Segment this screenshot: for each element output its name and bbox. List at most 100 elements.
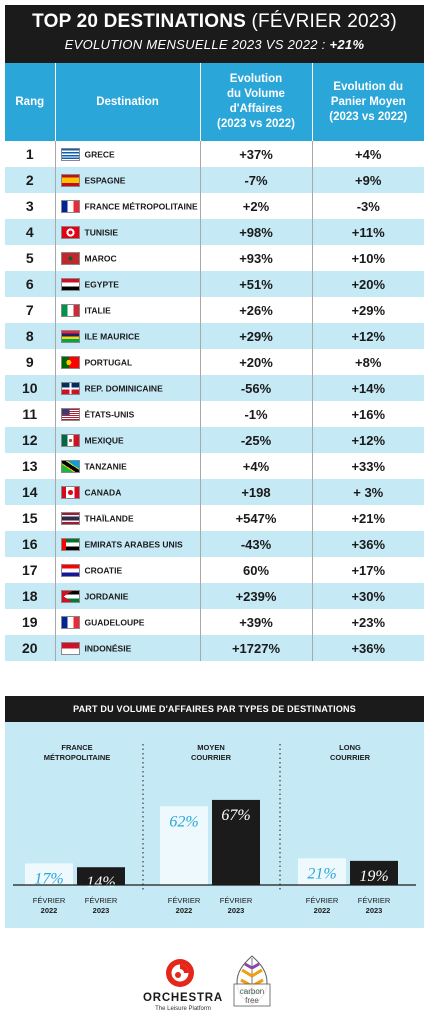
cell-destination: MEXIQUE [55,427,201,453]
table-row: 11 ÉTATS-UNIS -1% +16% [5,401,424,427]
column-header-volume-line: du Volume [227,88,285,100]
cell-volume: -7% [200,167,313,193]
indonesia-flag-icon [60,641,80,655]
cell-panier: -3% [312,193,424,219]
column-header-panier: Evolution du Panier Moyen (2023 vs 2022) [312,63,424,141]
cell-destination: GUADELOUPE [55,609,201,635]
x-axis-label: 2023 [93,906,110,915]
bar-2023 [212,799,260,885]
greece-flag-icon [60,147,80,161]
cell-destination: ILE MAURICE [55,323,201,349]
cell-volume: +2% [200,193,313,219]
cell-panier: +29% [312,297,424,323]
cell-panier: + 3% [312,479,424,505]
page-header: TOP 20 DESTINATIONS (FÉVRIER 2023) EVOLU… [5,5,424,63]
canada-flag-icon [60,485,80,499]
cell-destination: GRECE [55,141,201,167]
group-label: FRANCE [61,743,92,752]
table-row: 8 ILE MAURICE +29% +12% [5,323,424,349]
mauritius-flag-icon [60,329,80,343]
cell-destination: ESPAGNE [55,167,201,193]
croatia-flag-icon [60,563,80,577]
destinations-table: Rang Destination Evolution du Volume d'A… [5,63,424,661]
cell-rank: 9 [5,349,56,375]
cell-volume: +198 [200,479,313,505]
cell-panier: +21% [312,505,424,531]
table-row: 7 ITALIE +26% +29% [5,297,424,323]
x-axis-label: 2022 [41,906,58,915]
dominican-flag-icon [60,381,80,395]
cell-destination: CROATIE [55,557,201,583]
column-header-volume-line: (2023 vs 2022) [216,118,295,130]
destination-label: MEXIQUE [84,435,124,445]
x-axis-label: 2023 [366,906,383,915]
destination-label: ÉTATS-UNIS [84,409,135,419]
guadeloupe-flag-icon [60,615,80,629]
cell-volume: -1% [200,401,313,427]
group-label: LONG [339,743,361,752]
cell-rank: 1 [5,141,56,167]
column-header-rank: Rang [5,63,56,141]
column-header-volume-line: d'Affaires [229,103,283,115]
destination-label: GUADELOUPE [84,617,145,627]
bar-value-label: 62% [169,813,198,830]
cell-rank: 3 [5,193,56,219]
column-header-panier-line: Evolution du [333,80,404,93]
cell-destination: EGYPTE [55,271,201,297]
x-axis-label: FÉVRIER [33,896,66,905]
title-date: (FÉVRIER 2023) [251,11,397,32]
cell-destination: TUNISIE [55,219,201,245]
cell-destination: MAROC [55,245,201,271]
cell-volume: +29% [200,323,313,349]
table-row: 2 ESPAGNE -7% +9% [5,167,424,193]
cell-rank: 20 [5,635,56,661]
cell-volume: -43% [200,531,313,557]
cell-volume: 60% [200,557,313,583]
cell-panier: +36% [312,531,424,557]
cell-destination: JORDANIE [55,583,201,609]
cell-destination: ÉTATS-UNIS [55,401,201,427]
cell-rank: 17 [5,557,56,583]
destination-label: EMIRATS ARABES UNIS [84,539,183,549]
table-row: 6 EGYPTE +51% +20% [5,271,424,297]
morocco-flag-icon [60,251,80,265]
x-axis-label: FÉVRIER [85,896,118,905]
cell-rank: 16 [5,531,56,557]
uae-flag-icon [60,537,80,551]
table-row: 3 FRANCE MÉTROPOLITAINE +2% -3% [5,193,424,219]
bar-2022 [298,858,346,885]
cell-volume: +39% [200,609,313,635]
cell-destination: PORTUGAL [55,349,201,375]
x-axis-label: 2022 [314,906,331,915]
cell-rank: 10 [5,375,56,401]
bar-2022 [25,863,73,885]
cell-panier: +10% [312,245,424,271]
table-row: 17 CROATIE 60% +17% [5,557,424,583]
destination-label: TANZANIE [84,461,127,471]
cell-panier: +16% [312,401,424,427]
cell-panier: +36% [312,635,424,661]
destination-label: CANADA [84,487,122,497]
cell-panier: +17% [312,557,424,583]
page-title: TOP 20 DESTINATIONS (FÉVRIER 2023) [5,5,424,33]
orchestra-logo-name: ORCHESTRA [142,992,224,1004]
x-axis-label: FÉVRIER [168,896,201,905]
table-row: 12 MEXIQUE -25% +12% [5,427,424,453]
cell-volume: +239% [200,583,313,609]
destination-label: THAÏLANDE [84,513,134,523]
destination-label: CROATIE [84,565,123,575]
cell-volume: +547% [200,505,313,531]
footer-logos: ORCHESTRA The Leisure Platform carbon fr… [0,950,429,1020]
cell-rank: 8 [5,323,56,349]
x-axis-label: FÉVRIER [306,896,339,905]
cell-volume: +98% [200,219,313,245]
table-row: 9 PORTUGAL +20% +8% [5,349,424,375]
portugal-flag-icon [60,355,80,369]
subtitle-text: EVOLUTION MENSUELLE 2023 VS 2022 : [64,37,326,52]
bar-2022 [160,806,208,885]
cell-rank: 4 [5,219,56,245]
group-label: MOYEN [197,743,225,752]
cell-destination: ITALIE [55,297,201,323]
cell-volume: +20% [200,349,313,375]
carbon-logo-text-carbon: carbon [240,987,264,996]
